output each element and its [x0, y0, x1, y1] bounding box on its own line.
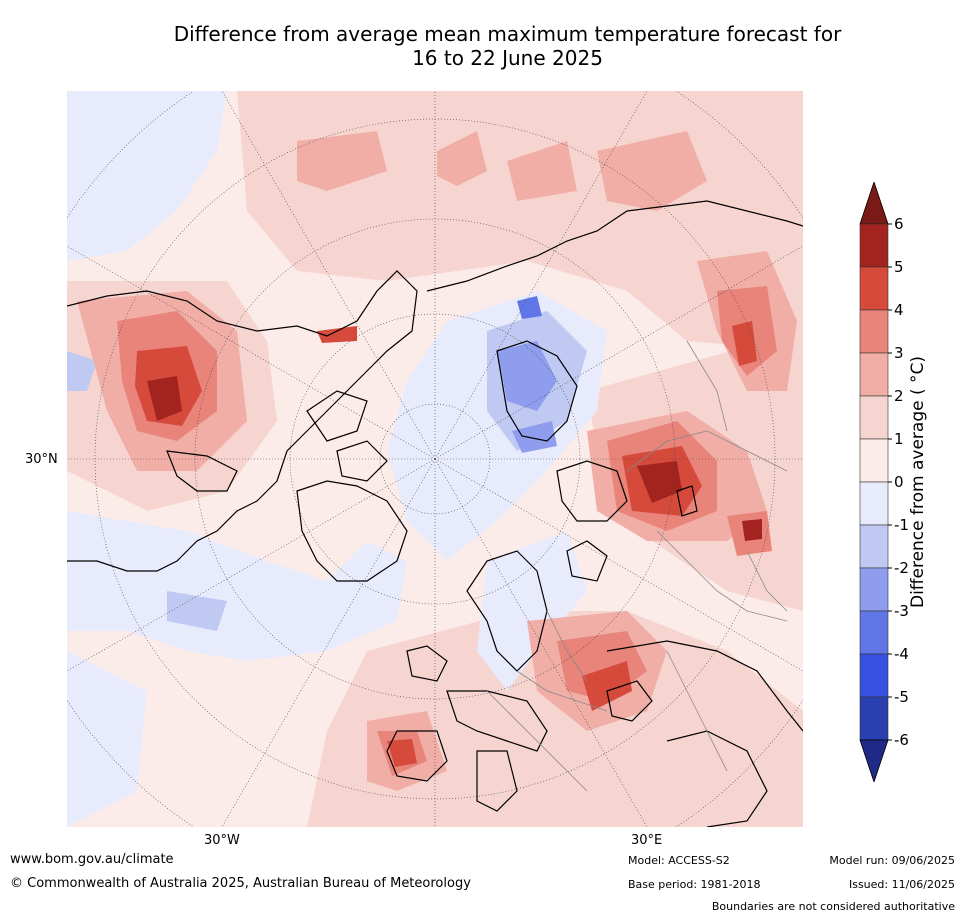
- colorbar-tick-label: -5: [894, 688, 909, 706]
- temperature-anomaly-map: [67, 91, 803, 827]
- title-line-1: Difference from average mean maximum tem…: [173, 22, 842, 46]
- model-name: Model: ACCESS-S2: [628, 854, 730, 867]
- longitude-label-30w: 30°W: [204, 833, 240, 848]
- colorbar-tick-label: 4: [894, 301, 904, 319]
- base-period: Base period: 1981-2018: [628, 878, 761, 891]
- colorbar-tick-label: -6: [894, 731, 909, 749]
- colorbar-segment: [859, 481, 889, 526]
- colorbar-segment: [859, 524, 889, 569]
- colorbar-tick-label: -2: [894, 559, 909, 577]
- colorbar-segment: [859, 696, 889, 741]
- colorbar-under-arrow: [859, 739, 889, 782]
- issued-date: Issued: 11/06/2025: [848, 878, 955, 891]
- colorbar-segment: [859, 438, 889, 483]
- colorbar-tick-label: 1: [894, 430, 904, 448]
- colorbar-segment: [859, 266, 889, 311]
- colorbar-tick-label: -3: [894, 602, 909, 620]
- colorbar-segment: [859, 309, 889, 354]
- colorbar-tick-label: 2: [894, 387, 904, 405]
- colorbar-over-arrow: [859, 182, 889, 225]
- colorbar-segment: [859, 352, 889, 397]
- model-run-date: Model run: 09/06/2025: [829, 854, 955, 867]
- colorbar-tick-label: 3: [894, 344, 904, 362]
- colorbar-segment: [859, 653, 889, 698]
- title-line-2: 16 to 22 June 2025: [412, 46, 603, 70]
- copyright-text: © Commonwealth of Australia 2025, Austra…: [10, 876, 471, 891]
- boundaries-disclaimer: Boundaries are not considered authoritat…: [711, 900, 955, 913]
- colorbar-tick-label: 0: [894, 473, 904, 491]
- colorbar: 6 5 4 3 2 1 0 -1 -2 -3 -4 -5 -6: [859, 182, 909, 782]
- colorbar-tick-label: -1: [894, 516, 909, 534]
- colorbar-tick-label: 5: [894, 258, 904, 276]
- latitude-label-30n: 30°N: [25, 452, 58, 467]
- longitude-label-30e: 30°E: [631, 833, 663, 848]
- website-link[interactable]: www.bom.gov.au/climate: [10, 852, 174, 867]
- colorbar-label: Difference from average ( °C): [908, 355, 928, 609]
- colorbar-segment: [859, 567, 889, 612]
- map-title: Difference from average mean maximum tem…: [60, 22, 955, 70]
- colorbar-segment: [859, 610, 889, 655]
- colorbar-segment: [859, 223, 889, 268]
- colorbar-tick-label: -4: [894, 645, 909, 663]
- colorbar-segment: [859, 395, 889, 440]
- colorbar-tick-label: 6: [894, 215, 904, 233]
